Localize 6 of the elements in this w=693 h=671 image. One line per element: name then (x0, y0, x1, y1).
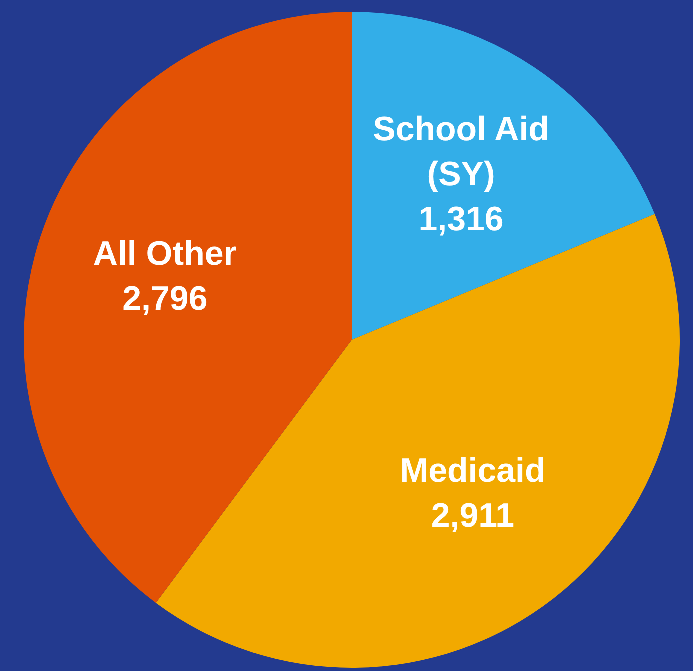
slice-label: All Other (93, 234, 237, 273)
slice-label: Medicaid (400, 452, 546, 490)
slice-label: School Aid (SY) (373, 110, 550, 194)
data-label: 2,911 (431, 497, 515, 536)
data-label: 2,796 (122, 280, 208, 318)
data-label: 1,316 (418, 200, 504, 239)
